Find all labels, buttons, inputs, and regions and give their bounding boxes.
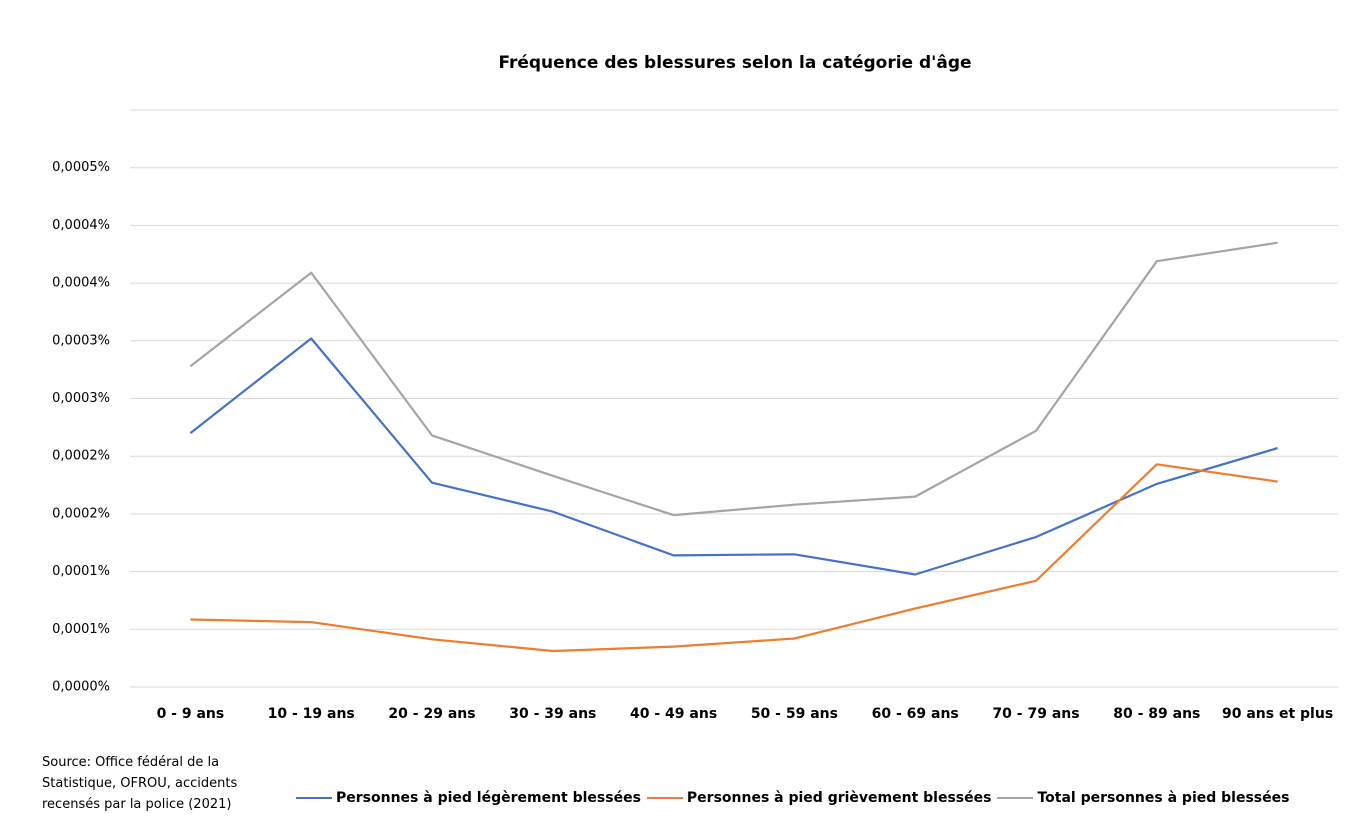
series-line xyxy=(189,337,1278,576)
x-tick-label: 20 - 29 ans xyxy=(388,706,475,722)
legend-label: Personnes à pied grièvement blessées xyxy=(686,790,992,806)
x-tick-label: 40 - 49 ans xyxy=(630,706,717,722)
legend-item: Personnes à pied légèrement blessées xyxy=(296,790,641,806)
chart-title: Fréquence des blessures selon la catégor… xyxy=(498,53,971,73)
y-tick-label: 0,0001% xyxy=(52,622,110,637)
y-tick-label: 0,0003% xyxy=(52,391,110,406)
x-tick-label: 30 - 39 ans xyxy=(509,706,596,722)
legend-item: Total personnes à pied blessées xyxy=(997,790,1289,806)
legend-swatch xyxy=(646,797,683,799)
y-tick-label: 0,0000% xyxy=(52,680,110,695)
source-note: Source: Office fédéral de la Statistique… xyxy=(42,755,238,812)
y-tick-label: 0,0004% xyxy=(52,276,110,291)
y-tick-label: 0,0001% xyxy=(52,564,110,579)
y-tick-label: 0,0002% xyxy=(52,506,110,521)
y-tick-label: 0,0002% xyxy=(52,449,110,464)
legend-label: Personnes à pied légèrement blessées xyxy=(336,790,641,806)
x-tick-label: 90 ans et plus xyxy=(1222,706,1333,722)
y-tick-label: 0,0004% xyxy=(52,218,110,233)
legend-swatch xyxy=(997,797,1034,799)
legend-label: Total personnes à pied blessées xyxy=(1037,790,1290,806)
y-tick-label: 0,0005% xyxy=(52,160,110,175)
x-tick-label: 80 - 89 ans xyxy=(1113,706,1200,722)
series-line xyxy=(189,241,1278,517)
y-tick-label: 0,0003% xyxy=(52,333,110,348)
x-tick-label: 0 - 9 ans xyxy=(157,706,225,722)
series-line xyxy=(190,463,1278,653)
x-tick-label: 50 - 59 ans xyxy=(751,706,838,722)
legend-swatch xyxy=(296,797,332,799)
legend: Personnes à pied légèrement blessées Pers… xyxy=(296,790,1289,806)
x-tick-label: 10 - 19 ans xyxy=(268,706,355,722)
x-tick-label: 60 - 69 ans xyxy=(872,706,959,722)
x-tick-label: 70 - 79 ans xyxy=(992,706,1079,722)
chart: Fréquence des blessures selon la catégor… xyxy=(52,53,1338,722)
legend-item: Personnes à pied grièvement blessées xyxy=(646,790,992,806)
